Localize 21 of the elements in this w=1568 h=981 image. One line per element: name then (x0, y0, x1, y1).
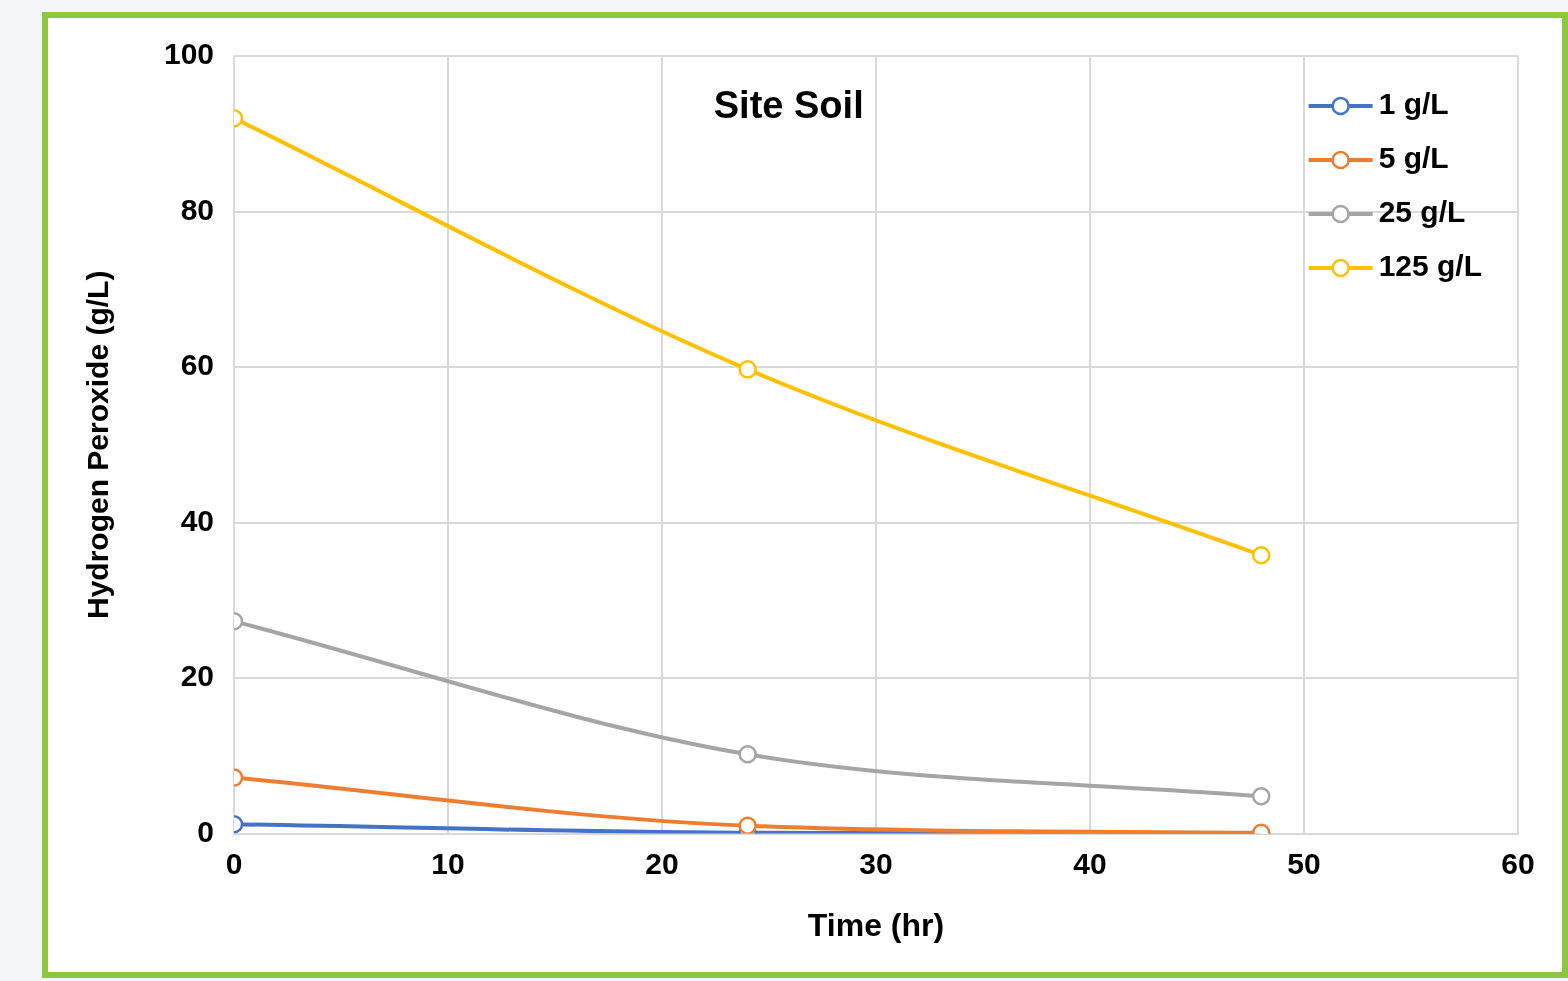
legend-label: 5 g/L (1378, 141, 1449, 175)
page-frame: Time (hr) Hydrogen Peroxide (g/L) 0 10 20 30 40 50 60 0 20 40 60 80 100 Site Soil 1 g/L 5 g/L 25 g/L 125 g/L (42, 12, 1568, 978)
legend-label: 125 g/L (1378, 249, 1482, 283)
x-tick-label: 30 (859, 846, 893, 880)
y-tick-label: 0 (197, 814, 215, 848)
y-tick-label: 80 (180, 192, 215, 226)
legend-label: 1 g/L (1378, 87, 1449, 121)
y-axis-title: Hydrogen Peroxide (g/L) (81, 270, 115, 619)
x-tick-label: 10 (431, 846, 465, 880)
x-tick-label: 0 (225, 846, 243, 880)
text: Site Soil (713, 84, 864, 127)
x-tick-label: 60 (1501, 846, 1535, 880)
legend-label: 25 g/L (1378, 195, 1466, 229)
y-tick-label: 40 (180, 503, 215, 537)
y-tick-label: 20 (180, 659, 215, 693)
y-tick-label: 100 (163, 37, 215, 71)
y-tick-label: 60 (180, 348, 215, 382)
x-axis-title: Time (hr) (807, 906, 945, 943)
x-tick-label: 40 (1073, 846, 1107, 880)
x-tick-label: 50 (1287, 846, 1321, 880)
x-tick-label: 20 (645, 846, 679, 880)
